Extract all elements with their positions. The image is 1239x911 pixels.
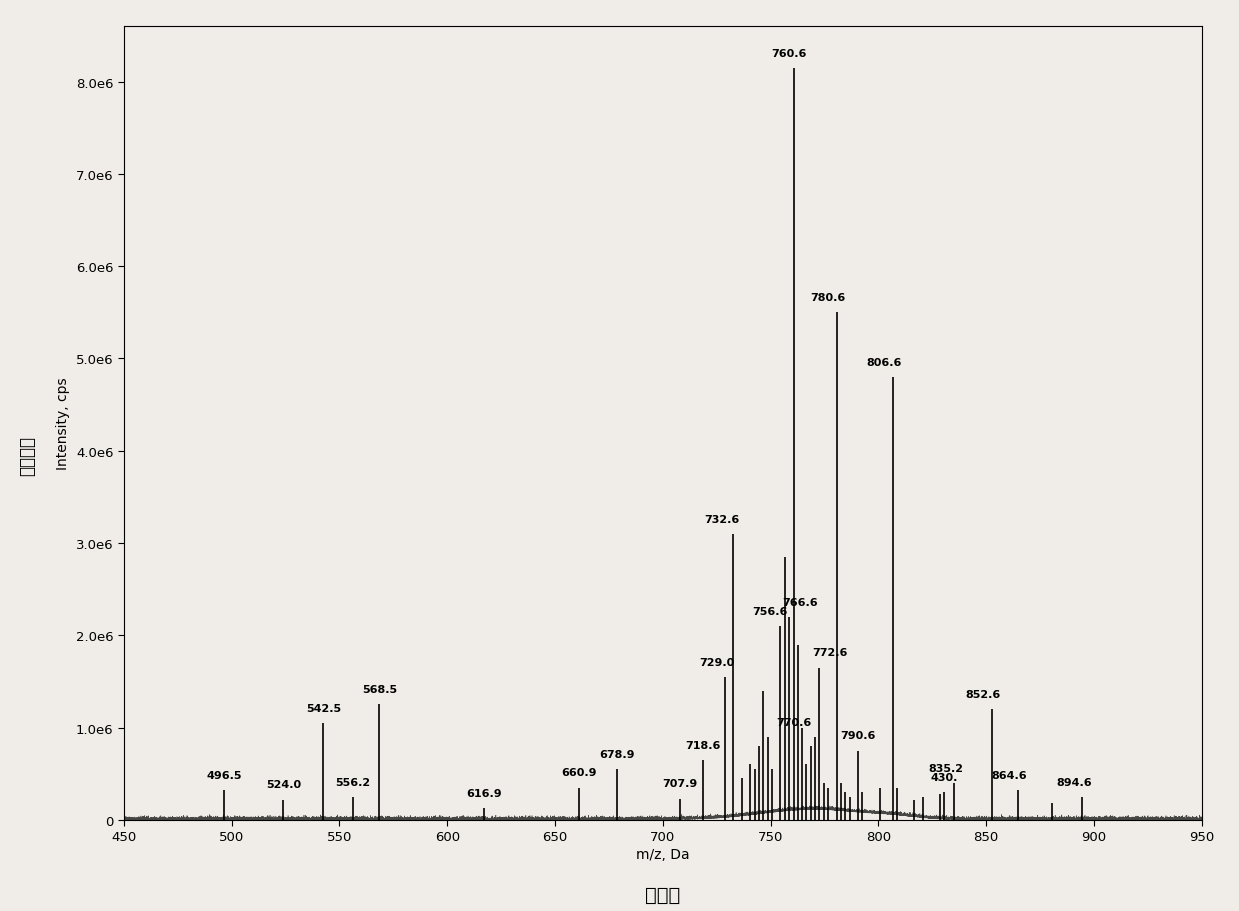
- Text: 772.6: 772.6: [813, 648, 847, 658]
- Text: 离子强度: 离子强度: [19, 435, 36, 476]
- Text: 718.6: 718.6: [685, 740, 721, 750]
- Text: 770.6: 770.6: [776, 717, 812, 727]
- Text: 616.9: 616.9: [466, 788, 502, 798]
- Text: 556.2: 556.2: [336, 777, 370, 787]
- Text: 806.6: 806.6: [866, 357, 902, 367]
- Text: 568.5: 568.5: [362, 684, 396, 694]
- Text: 496.5: 496.5: [207, 771, 242, 780]
- Text: 707.9: 707.9: [663, 779, 698, 789]
- Text: 729.0: 729.0: [699, 657, 735, 667]
- Y-axis label: Intensity, cps: Intensity, cps: [56, 377, 71, 470]
- Text: 542.5: 542.5: [306, 703, 341, 713]
- Text: 894.6: 894.6: [1056, 777, 1092, 787]
- Text: 760.6: 760.6: [772, 48, 807, 58]
- Text: 430.: 430.: [930, 773, 958, 783]
- Text: 835.2: 835.2: [928, 763, 963, 773]
- Text: 766.6: 766.6: [782, 597, 818, 607]
- Text: 780.6: 780.6: [810, 293, 846, 302]
- Text: 790.6: 790.6: [840, 731, 876, 741]
- Text: 732.6: 732.6: [705, 514, 740, 524]
- Text: 524.0: 524.0: [266, 780, 301, 790]
- Text: 864.6: 864.6: [991, 771, 1027, 780]
- Text: 质荷比: 质荷比: [646, 885, 680, 904]
- Text: 852.6: 852.6: [965, 690, 1001, 699]
- Text: 756.6: 756.6: [752, 606, 787, 616]
- Text: 660.9: 660.9: [561, 768, 596, 777]
- X-axis label: m/z, Da: m/z, Da: [636, 847, 690, 862]
- Text: 678.9: 678.9: [600, 749, 636, 759]
